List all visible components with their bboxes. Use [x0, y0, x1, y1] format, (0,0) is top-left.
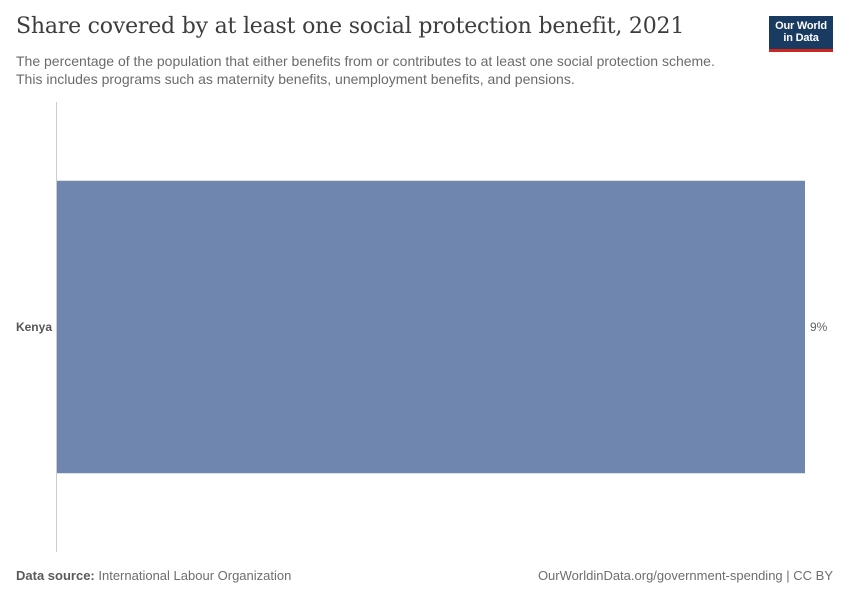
owid-logo[interactable]: Our World in Data [769, 16, 833, 52]
source-label: Data source: [16, 568, 95, 583]
bar-series: Kenya 9% [16, 180, 828, 474]
logo-line-1: Our World [775, 20, 827, 32]
logo-accent-bar [769, 49, 833, 52]
chart-subtitle: The percentage of the population that ei… [16, 53, 715, 87]
logo-line-2: in Data [783, 32, 819, 44]
category-label: Kenya [16, 320, 52, 334]
footer-source: Data source: International Labour Organi… [16, 568, 291, 583]
source-value[interactable]: International Labour Organization [98, 568, 292, 583]
footer-url[interactable]: OurWorldinData.org/government-spending |… [537, 568, 833, 583]
bar-kenya[interactable] [57, 180, 805, 474]
value-label: 9% [810, 320, 828, 334]
chart-title: Share covered by at least one social pro… [16, 14, 685, 39]
